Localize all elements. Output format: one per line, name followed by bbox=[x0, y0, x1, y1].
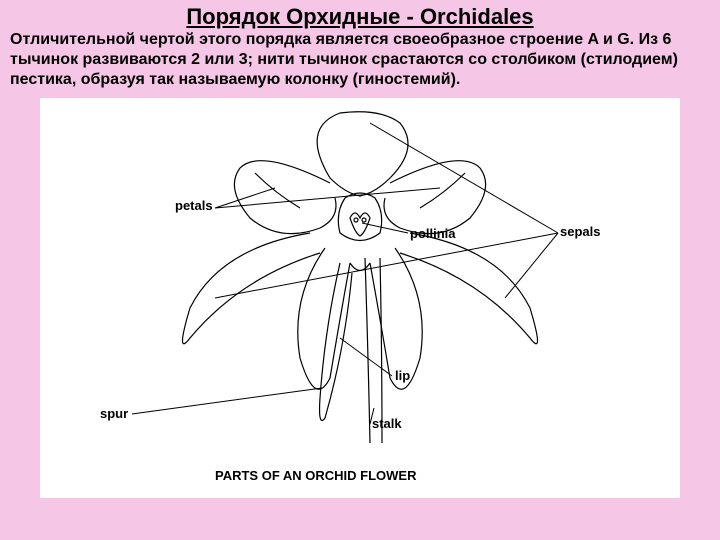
page-title: Порядок Орхидные - Orchidales bbox=[0, 0, 720, 30]
orchid-diagram: petals pollinia sepals lip spur stalk PA… bbox=[40, 98, 680, 498]
label-spur: spur bbox=[100, 406, 128, 421]
label-pollinia: pollinia bbox=[410, 226, 456, 241]
diagram-caption: PARTS OF AN ORCHID FLOWER bbox=[215, 468, 417, 483]
label-stalk: stalk bbox=[372, 416, 402, 431]
label-sepals: sepals bbox=[560, 224, 600, 239]
orchid-svg bbox=[40, 98, 680, 498]
label-lip: lip bbox=[395, 368, 410, 383]
label-petals: petals bbox=[175, 198, 213, 213]
intro-text: Отличительной чертой этого порядка являе… bbox=[0, 30, 720, 98]
